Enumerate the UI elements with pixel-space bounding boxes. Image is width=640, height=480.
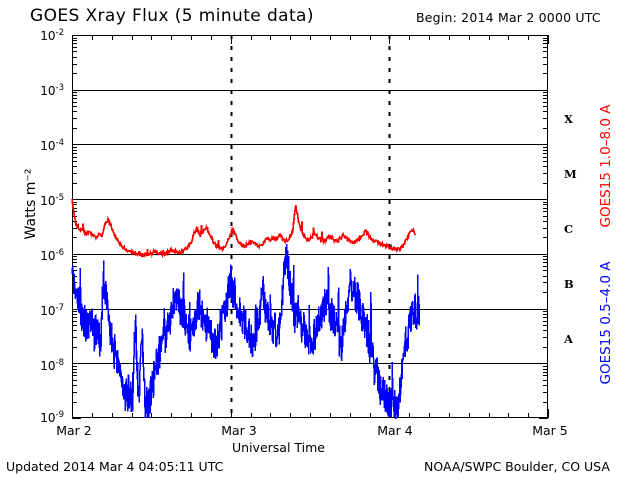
series-line-long-channel bbox=[71, 199, 417, 259]
day-boundary-lines bbox=[230, 35, 391, 418]
begin-time-label: Begin: 2014 Mar 2 0000 UTC bbox=[416, 10, 601, 25]
y-tick-label: 10-3 bbox=[40, 83, 64, 98]
x-axis-label: Universal Time bbox=[232, 440, 325, 455]
page-title: GOES Xray Flux (5 minute data) bbox=[30, 6, 314, 26]
x-tick-label: Mar 3 bbox=[221, 423, 257, 438]
y-tick-label: 10-9 bbox=[40, 410, 64, 425]
plot-frame bbox=[71, 34, 549, 419]
y-tick-label: 10-6 bbox=[40, 248, 64, 263]
flare-class-label-x: X bbox=[564, 112, 573, 126]
x-tick-label: Mar 2 bbox=[56, 423, 92, 438]
flare-class-label-m: M bbox=[564, 167, 577, 181]
x-tick-label: Mar 5 bbox=[532, 423, 568, 438]
source-credit: NOAA/SWPC Boulder, CO USA bbox=[424, 459, 610, 474]
series-line-short-channel bbox=[71, 244, 421, 419]
flare-class-label-b: B bbox=[564, 277, 574, 291]
y-tick-label: 10-7 bbox=[40, 303, 64, 318]
y-tick-label: 10-5 bbox=[40, 193, 64, 208]
x-tick-label: Mar 4 bbox=[377, 423, 413, 438]
flare-class-label-c: C bbox=[564, 222, 574, 236]
y-tick-label: 10-2 bbox=[40, 28, 64, 43]
y-tick-label: 10-4 bbox=[40, 138, 64, 153]
flare-class-label-a: A bbox=[564, 332, 573, 346]
updated-timestamp: Updated 2014 Mar 4 04:05:11 UTC bbox=[6, 459, 224, 474]
y-tick-label: 10-8 bbox=[40, 358, 64, 373]
